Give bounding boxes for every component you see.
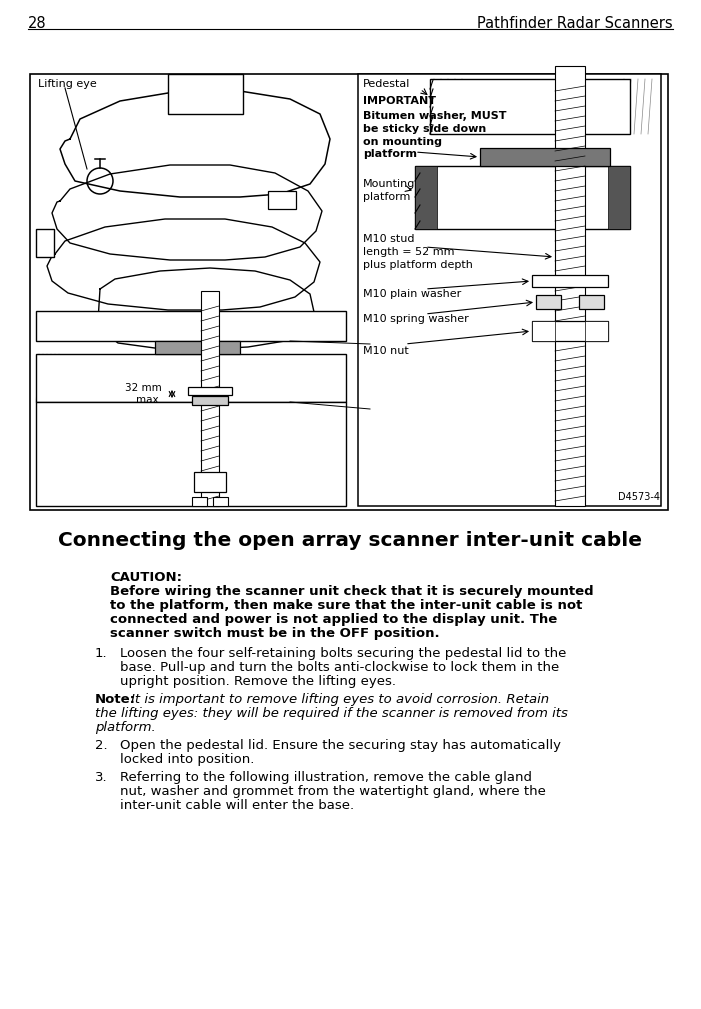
Text: inter-unit cable will enter the base.: inter-unit cable will enter the base. [120,799,354,812]
Text: Loosen the four self-retaining bolts securing the pedestal lid to the: Loosen the four self-retaining bolts sec… [120,647,566,660]
Text: scanner switch must be in the OFF position.: scanner switch must be in the OFF positi… [110,627,440,640]
Text: upright position. Remove the lifting eyes.: upright position. Remove the lifting eye… [120,675,396,688]
Text: the lifting eyes: they will be required if the scanner is removed from its: the lifting eyes: they will be required … [95,707,568,720]
Bar [201,291,219,506]
Text: nut, washer and grommet from the watertight gland, where the: nut, washer and grommet from the waterti… [120,785,546,798]
Text: Before wiring the scanner unit check that it is securely mounted: Before wiring the scanner unit check tha… [110,585,594,598]
Text: M10 nut: M10 nut [363,346,409,356]
Text: Lifting eye: Lifting eye [38,79,97,89]
Bar [268,191,296,209]
Text: M10 plain washer: M10 plain washer [363,289,461,299]
Text: Mounting
platform: Mounting platform [363,179,416,202]
Text: 2.: 2. [95,739,108,752]
Text: CAUTION:: CAUTION: [110,571,182,584]
Bar [36,311,346,341]
Bar [36,229,54,257]
Text: D4573-4: D4573-4 [618,492,660,502]
Bar [213,497,228,506]
Polygon shape [47,219,320,310]
Bar [536,295,561,309]
Bar [192,396,228,405]
Bar [36,354,346,402]
Bar [415,166,437,229]
Bar [192,497,207,506]
Text: M10 stud
length = 52 mm
plus platform depth: M10 stud length = 52 mm plus platform de… [363,234,473,269]
Bar [358,74,661,506]
Text: 3.: 3. [95,771,108,784]
Text: Referring to the following illustration, remove the cable gland: Referring to the following illustration,… [120,771,532,784]
Text: 32 mm
max.: 32 mm max. [125,383,162,405]
Text: Open the pedestal lid. Ensure the securing stay has automatically: Open the pedestal lid. Ensure the securi… [120,739,561,752]
Bar [532,321,555,341]
Bar [532,275,608,287]
Text: 28: 28 [28,16,47,31]
Text: 1.: 1. [95,647,108,660]
Text: Pedestal: Pedestal [363,79,410,89]
Text: base. Pull-up and turn the bolts anti-clockwise to lock them in the: base. Pull-up and turn the bolts anti-cl… [120,661,559,674]
Text: Bitumen washer, MUST
be sticky side down
on mounting
platform: Bitumen washer, MUST be sticky side down… [363,111,507,159]
Bar [155,341,240,354]
Text: connected and power is not applied to the display unit. The: connected and power is not applied to th… [110,613,557,626]
Polygon shape [60,91,330,197]
Text: IMPORTANT: IMPORTANT [363,96,436,106]
Bar [36,402,346,506]
Polygon shape [98,268,314,349]
Polygon shape [52,165,322,260]
Bar [30,74,668,510]
Text: Connecting the open array scanner inter-unit cable: Connecting the open array scanner inter-… [58,531,642,550]
Bar [415,166,630,229]
Bar [188,387,232,395]
Bar [532,321,608,341]
Bar [480,148,610,166]
Text: Pathfinder Radar Scanners: Pathfinder Radar Scanners [477,16,673,31]
Text: to the platform, then make sure that the inter-unit cable is not: to the platform, then make sure that the… [110,599,583,612]
Text: Note:: Note: [95,693,136,706]
Bar [608,166,630,229]
Bar [194,472,226,492]
Text: platform.: platform. [95,721,156,734]
Text: M10 spring washer: M10 spring washer [363,314,469,324]
Bar [168,74,243,114]
Bar [430,79,630,134]
Bar [579,295,604,309]
Text: It is important to remove lifting eyes to avoid corrosion. Retain: It is important to remove lifting eyes t… [131,693,549,706]
Bar [555,66,585,506]
Text: locked into position.: locked into position. [120,753,254,766]
Bar [585,321,608,341]
